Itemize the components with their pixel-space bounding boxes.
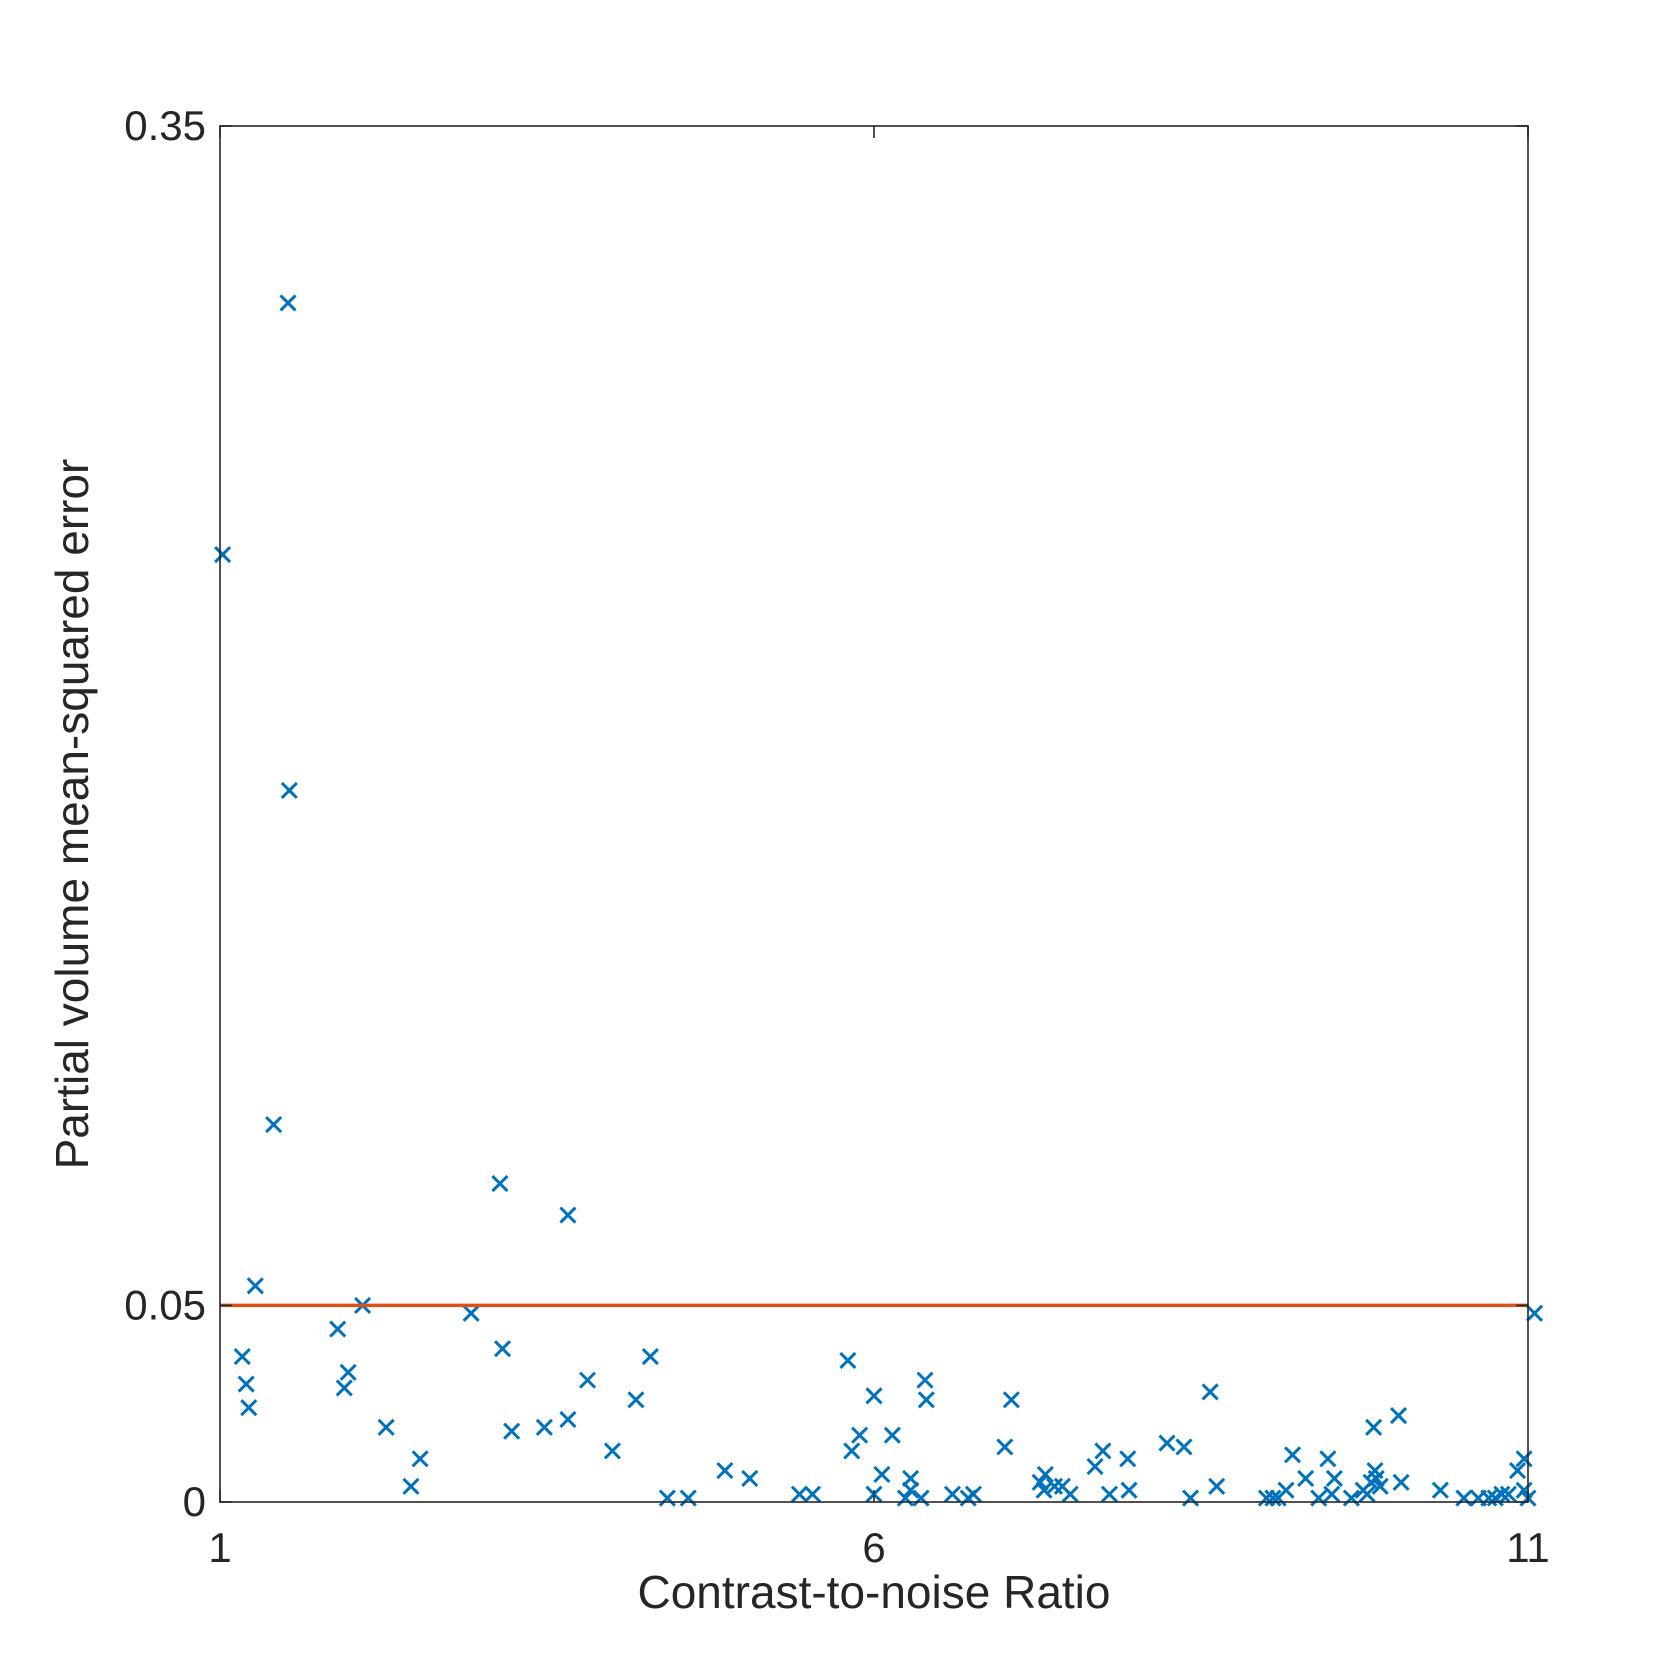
x-tick-label: 6	[862, 1524, 885, 1571]
plot-area	[220, 126, 1528, 1502]
data-point	[1181, 1489, 1200, 1507]
data-point	[943, 1485, 962, 1503]
data-point	[896, 1489, 914, 1507]
data-point	[237, 1375, 255, 1393]
data-point	[627, 1391, 645, 1409]
data-point	[335, 1379, 353, 1397]
data-point	[329, 1320, 347, 1338]
data-point	[1325, 1469, 1343, 1487]
data-point	[641, 1347, 659, 1366]
data-point	[1319, 1450, 1337, 1468]
data-point	[377, 1418, 395, 1436]
data-point	[741, 1469, 759, 1487]
data-point	[246, 1277, 264, 1295]
data-point	[279, 294, 297, 312]
data-point	[1392, 1473, 1410, 1491]
data-point	[1035, 1481, 1053, 1499]
data-point	[1158, 1434, 1176, 1452]
data-point	[873, 1465, 891, 1484]
data-point	[280, 781, 298, 799]
data-point	[411, 1450, 429, 1468]
data-point	[1100, 1485, 1119, 1503]
data-point	[902, 1469, 920, 1487]
data-point	[716, 1461, 734, 1480]
data-point	[1455, 1489, 1473, 1507]
ticks-layer: 1 6 11 0 0.05 0.35	[124, 102, 1550, 1571]
data-point	[803, 1485, 822, 1503]
y-tick-label: 0.35	[124, 102, 206, 149]
data-point	[1431, 1481, 1449, 1499]
data-point	[851, 1426, 869, 1444]
data-point	[1365, 1418, 1383, 1436]
data-point	[1389, 1406, 1408, 1425]
data-point	[1297, 1469, 1315, 1487]
data-point	[1480, 1489, 1498, 1507]
data-point	[1061, 1485, 1079, 1503]
data-point	[1175, 1438, 1193, 1456]
data-point	[1515, 1450, 1533, 1468]
data-point	[265, 1116, 283, 1134]
data-point	[1283, 1446, 1302, 1464]
data-point	[1342, 1489, 1360, 1507]
data-point	[790, 1485, 809, 1503]
data-point	[503, 1422, 521, 1440]
data-point	[1264, 1489, 1282, 1507]
y-tick-label: 0	[183, 1478, 206, 1525]
data-point	[233, 1347, 251, 1366]
data-point	[214, 545, 232, 564]
data-point	[1201, 1383, 1219, 1401]
data-point	[1086, 1458, 1104, 1476]
data-point	[559, 1410, 577, 1429]
x-tick-label: 1	[208, 1524, 231, 1571]
data-point	[1499, 1485, 1517, 1503]
data-point	[535, 1418, 553, 1436]
data-point	[996, 1438, 1014, 1456]
data-point	[883, 1426, 901, 1444]
data-point	[1045, 1477, 1064, 1495]
data-point	[491, 1174, 509, 1193]
data-point	[1119, 1450, 1137, 1468]
data-point	[559, 1206, 577, 1224]
data-point	[679, 1489, 697, 1507]
data-point	[1371, 1477, 1389, 1495]
data-point	[1358, 1485, 1376, 1503]
data-point	[1310, 1489, 1328, 1507]
x-axis-label: Contrast-to-noise Ratio	[638, 1566, 1111, 1618]
data-point	[1036, 1465, 1054, 1484]
y-axis-label: Partial volume mean-squared error	[46, 459, 98, 1170]
marks-layer	[214, 294, 1544, 1507]
x-tick-label: 11	[1506, 1524, 1550, 1571]
data-point	[912, 1489, 930, 1507]
data-point	[916, 1371, 934, 1389]
data-point	[1508, 1461, 1527, 1480]
data-point	[240, 1399, 258, 1417]
data-point	[1515, 1481, 1533, 1499]
data-point	[964, 1485, 982, 1503]
data-point	[1208, 1477, 1226, 1495]
data-point	[839, 1351, 857, 1370]
data-point	[339, 1363, 357, 1381]
data-point	[1002, 1391, 1020, 1409]
data-point	[493, 1340, 512, 1358]
data-point	[1323, 1485, 1341, 1503]
data-point	[865, 1387, 883, 1405]
data-point	[1120, 1481, 1138, 1499]
data-point	[603, 1442, 621, 1460]
data-point	[1277, 1481, 1295, 1499]
y-tick-label: 0.05	[124, 1281, 206, 1328]
data-point	[462, 1304, 480, 1322]
data-point	[402, 1477, 420, 1495]
data-point	[1094, 1442, 1112, 1460]
data-point	[578, 1371, 597, 1389]
data-point	[917, 1391, 935, 1409]
data-point	[658, 1489, 676, 1507]
data-point	[843, 1442, 861, 1460]
data-point	[1493, 1485, 1511, 1503]
data-point	[1525, 1304, 1544, 1322]
